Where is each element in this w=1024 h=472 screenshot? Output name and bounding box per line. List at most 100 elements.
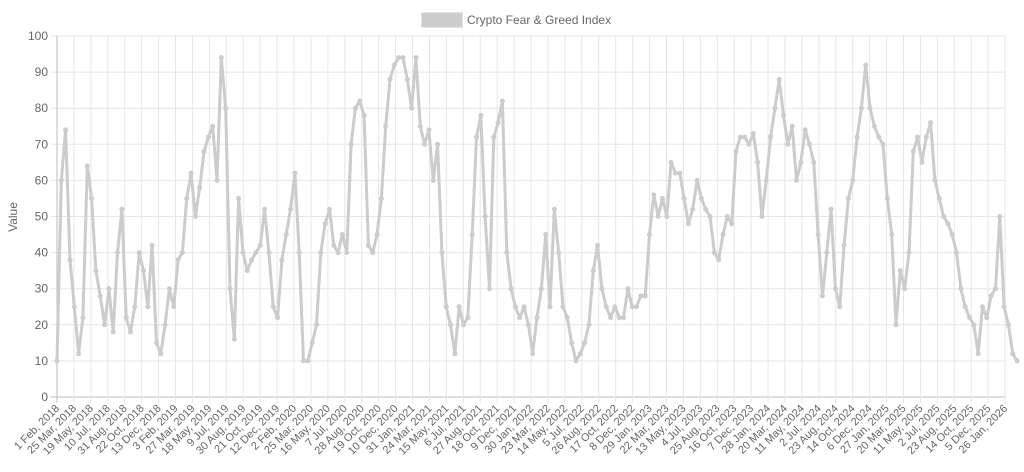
data-point xyxy=(102,322,108,328)
data-point xyxy=(949,232,955,238)
data-point xyxy=(785,141,791,147)
data-point xyxy=(331,242,337,248)
data-point xyxy=(257,242,263,248)
data-point xyxy=(175,257,181,263)
data-point xyxy=(288,206,294,212)
data-point xyxy=(763,177,769,183)
data-point xyxy=(76,351,82,357)
data-point xyxy=(422,141,428,147)
data-point xyxy=(214,177,220,183)
data-point xyxy=(301,358,307,364)
data-point xyxy=(919,159,925,165)
data-point xyxy=(573,358,579,364)
data-point xyxy=(556,250,562,256)
data-point xyxy=(521,304,527,310)
data-point xyxy=(984,315,990,321)
data-point xyxy=(707,214,713,219)
data-point xyxy=(153,340,159,346)
data-point xyxy=(305,358,311,364)
data-point xyxy=(1005,322,1011,328)
data-point xyxy=(828,206,834,212)
data-point xyxy=(711,250,717,256)
data-point xyxy=(850,177,856,183)
data-point xyxy=(97,293,103,299)
data-point xyxy=(400,55,406,61)
data-point xyxy=(417,123,423,129)
data-point xyxy=(525,322,531,328)
data-point xyxy=(551,206,557,212)
data-point xyxy=(158,351,164,357)
data-point xyxy=(110,329,116,335)
legend[interactable]: Crypto Fear & Greed Index xyxy=(421,12,611,28)
data-point xyxy=(582,340,588,346)
data-point xyxy=(1001,304,1007,310)
data-point xyxy=(530,351,536,357)
data-point xyxy=(629,304,635,310)
data-point xyxy=(772,105,778,111)
data-point xyxy=(564,315,570,321)
data-point xyxy=(893,322,899,328)
data-point xyxy=(967,315,973,321)
data-point xyxy=(413,55,419,61)
data-point xyxy=(871,123,877,129)
y-tick-label: 10 xyxy=(35,354,49,368)
data-point xyxy=(954,250,960,256)
data-point xyxy=(750,130,756,136)
data-point xyxy=(352,105,358,111)
data-point xyxy=(292,170,298,176)
data-point xyxy=(188,170,194,176)
data-point xyxy=(685,221,691,227)
data-point xyxy=(145,304,151,310)
data-point xyxy=(975,351,981,357)
data-point xyxy=(889,232,895,238)
y-axis-title: Value xyxy=(6,202,20,232)
data-point xyxy=(781,112,787,118)
data-point xyxy=(634,304,640,310)
data-point xyxy=(54,358,60,364)
data-point xyxy=(67,257,73,263)
data-point xyxy=(499,98,505,104)
data-point xyxy=(318,250,324,256)
data-point xyxy=(590,268,596,274)
data-point xyxy=(867,105,873,111)
data-point xyxy=(621,315,627,321)
data-point xyxy=(880,141,886,147)
data-point xyxy=(439,250,445,256)
data-point xyxy=(806,141,812,147)
data-point xyxy=(616,315,622,321)
y-tick-label: 100 xyxy=(28,29,48,43)
data-point xyxy=(309,340,315,346)
data-point xyxy=(608,315,614,321)
data-point xyxy=(348,141,354,147)
data-point xyxy=(1014,358,1020,364)
data-point xyxy=(910,149,916,155)
data-point xyxy=(512,304,518,310)
data-point xyxy=(595,242,601,248)
data-point xyxy=(569,340,575,346)
data-point xyxy=(335,250,341,256)
data-point xyxy=(452,351,458,357)
data-point xyxy=(461,322,467,328)
data-point xyxy=(988,293,994,299)
data-point xyxy=(171,304,177,310)
data-point xyxy=(469,232,475,238)
data-point xyxy=(365,242,371,248)
data-point xyxy=(664,214,670,219)
data-point xyxy=(681,195,687,201)
data-point xyxy=(504,250,510,256)
data-point xyxy=(223,105,229,111)
data-point xyxy=(742,134,748,140)
data-point xyxy=(703,206,709,212)
data-point xyxy=(992,286,998,292)
data-point xyxy=(603,304,609,310)
data-point xyxy=(378,195,384,201)
data-point xyxy=(357,98,363,104)
data-point xyxy=(755,159,761,165)
data-point xyxy=(962,304,968,310)
data-point xyxy=(577,351,583,357)
data-point xyxy=(149,242,155,248)
data-point xyxy=(599,286,605,292)
data-point xyxy=(815,232,821,238)
data-point xyxy=(802,127,808,133)
data-point xyxy=(443,304,449,310)
